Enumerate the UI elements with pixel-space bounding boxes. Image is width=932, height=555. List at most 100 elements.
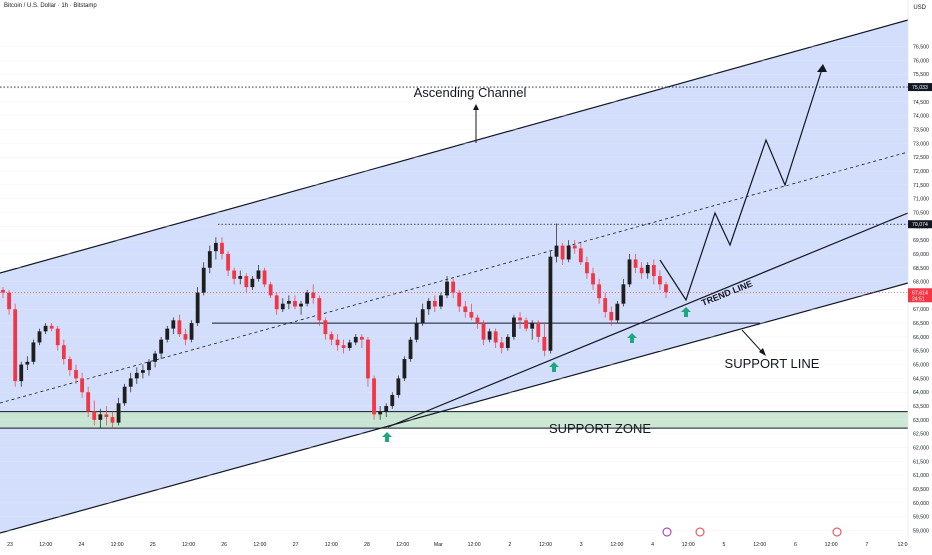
candle [658, 270, 662, 290]
price-tick-label: 74,000 [913, 114, 929, 120]
candle [49, 323, 54, 332]
candle-body [627, 259, 632, 285]
price-tick-label: 59,500 [913, 515, 929, 521]
support-line-pointer [741, 329, 764, 354]
candle-body [426, 300, 431, 310]
candle [256, 264, 261, 282]
candle-body [591, 273, 595, 285]
price-tick-label: 71,000 [913, 197, 929, 203]
price-tag-bg [908, 83, 932, 92]
price-tag-value: 75,033 [912, 85, 928, 91]
candle-body [293, 300, 297, 307]
candle [43, 323, 48, 335]
price-tick-label: 72,500 [913, 155, 929, 161]
time-tick-label: 2 [508, 542, 511, 548]
candle-body [487, 331, 492, 340]
candle-body [80, 378, 84, 393]
candle-body [250, 278, 255, 288]
candle [201, 262, 206, 296]
channel-upper-line[interactable] [0, 19, 909, 274]
candle-body [128, 378, 133, 387]
time-tick-label: 12:0 [897, 542, 907, 548]
candle-body [432, 300, 437, 307]
candle-body [116, 403, 121, 423]
candle [110, 411, 115, 429]
candle-body [68, 359, 72, 371]
price-tick-label: 70,500 [913, 210, 929, 216]
candle [651, 259, 656, 285]
candle [530, 320, 535, 340]
candle-body [518, 317, 522, 321]
candle-body [226, 253, 230, 271]
candle-body [548, 256, 553, 351]
candle [475, 314, 480, 329]
channel-lower-line[interactable] [0, 282, 909, 534]
trend-line[interactable] [387, 212, 909, 428]
support-zone-label: SUPPORT ZONE [549, 421, 651, 436]
candle-body [457, 292, 462, 307]
candle-body [372, 378, 376, 415]
candle-body [585, 262, 589, 274]
candle [31, 339, 36, 365]
candle-body [402, 359, 407, 379]
projection-arrowhead [817, 64, 827, 72]
candle-body [615, 303, 620, 321]
candle [13, 303, 18, 387]
candle-body [335, 339, 340, 346]
candle-body [353, 336, 358, 343]
candle-body [220, 242, 224, 254]
candle-body [195, 292, 200, 324]
price-tick-label: 72,000 [913, 169, 929, 175]
candle [481, 320, 486, 346]
candle [317, 295, 322, 326]
candle-body [147, 361, 151, 371]
candle-body [262, 270, 267, 285]
time-tick-label: 27 [293, 542, 299, 548]
time-tick-label: 26 [221, 542, 227, 548]
price-tick-label: 65,500 [913, 349, 929, 355]
candle-body [305, 292, 310, 304]
candle [116, 397, 121, 426]
candle-body [566, 245, 571, 260]
price-tick-label: 63,500 [913, 404, 929, 410]
candle [445, 276, 449, 299]
candle-body [664, 284, 668, 293]
time-tick-label: 12:00 [182, 542, 195, 548]
candle-body [658, 276, 662, 285]
candle-body [481, 323, 486, 340]
time-tick-label: 12:00 [539, 542, 552, 548]
candle-body [317, 298, 322, 321]
event-marker-icon[interactable] [832, 527, 842, 537]
channel-pointer-arrowhead [473, 104, 479, 110]
candle [426, 298, 431, 315]
candle [347, 339, 352, 351]
candle-body [329, 334, 334, 340]
candle-body [256, 270, 261, 279]
candle [122, 383, 127, 407]
candle-body [323, 320, 328, 335]
candle [7, 289, 11, 315]
candle [305, 289, 310, 307]
candle-body [74, 370, 78, 379]
candle [80, 372, 84, 398]
candle [140, 364, 145, 379]
candle-body [238, 276, 243, 279]
candle [487, 328, 492, 343]
candle-body [140, 370, 145, 373]
candle [311, 284, 316, 304]
candle [542, 323, 547, 357]
candle [74, 364, 78, 384]
candle-body [366, 339, 370, 379]
event-marker-icon[interactable] [695, 527, 705, 537]
candle [518, 312, 522, 329]
candle [213, 237, 218, 260]
price-tick-label: 73,500 [913, 127, 929, 133]
projection-path[interactable] [659, 65, 824, 302]
candle-body [55, 328, 60, 346]
candle-body [347, 342, 352, 348]
candle [548, 251, 553, 354]
candle-body [512, 317, 516, 337]
event-marker-icon[interactable] [662, 527, 672, 537]
